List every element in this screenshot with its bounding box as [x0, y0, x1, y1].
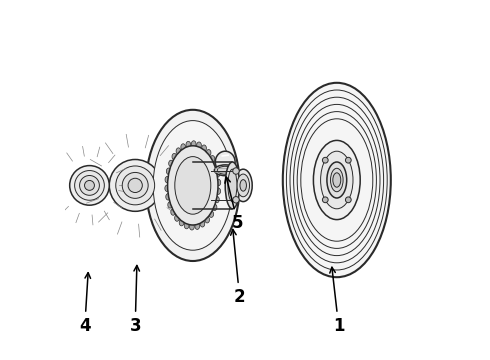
Ellipse shape — [166, 194, 171, 200]
Ellipse shape — [186, 141, 191, 148]
Ellipse shape — [168, 146, 218, 225]
Ellipse shape — [228, 169, 237, 202]
Ellipse shape — [233, 168, 239, 174]
Ellipse shape — [234, 169, 252, 202]
Ellipse shape — [168, 202, 172, 208]
Ellipse shape — [74, 171, 104, 200]
Ellipse shape — [165, 176, 170, 183]
Ellipse shape — [200, 221, 205, 227]
Ellipse shape — [165, 185, 170, 192]
Ellipse shape — [233, 197, 239, 203]
Ellipse shape — [333, 173, 341, 187]
Ellipse shape — [327, 162, 347, 198]
Ellipse shape — [210, 156, 215, 162]
Ellipse shape — [320, 151, 353, 209]
Ellipse shape — [217, 166, 233, 174]
Ellipse shape — [283, 83, 391, 277]
Ellipse shape — [146, 110, 240, 261]
Ellipse shape — [196, 142, 201, 148]
Ellipse shape — [176, 148, 181, 154]
Ellipse shape — [322, 157, 328, 163]
Text: 3: 3 — [129, 265, 141, 335]
Ellipse shape — [85, 180, 95, 190]
Ellipse shape — [166, 168, 171, 175]
Text: 5: 5 — [225, 177, 244, 232]
Ellipse shape — [175, 157, 211, 214]
Ellipse shape — [225, 162, 240, 209]
Ellipse shape — [215, 196, 219, 203]
Ellipse shape — [237, 174, 249, 197]
Ellipse shape — [190, 224, 194, 230]
Ellipse shape — [215, 171, 220, 177]
Ellipse shape — [179, 219, 184, 226]
Ellipse shape — [330, 168, 343, 192]
Ellipse shape — [202, 145, 206, 152]
Ellipse shape — [70, 166, 109, 205]
Ellipse shape — [216, 179, 221, 186]
Ellipse shape — [345, 157, 351, 163]
Ellipse shape — [79, 175, 99, 195]
Ellipse shape — [213, 163, 218, 169]
Text: 1: 1 — [330, 267, 344, 335]
Ellipse shape — [195, 223, 199, 229]
Ellipse shape — [215, 165, 236, 176]
Ellipse shape — [116, 166, 155, 205]
Ellipse shape — [212, 204, 217, 211]
Ellipse shape — [181, 144, 186, 150]
Ellipse shape — [216, 188, 220, 194]
Ellipse shape — [192, 141, 196, 147]
Ellipse shape — [174, 215, 179, 221]
Ellipse shape — [122, 172, 148, 198]
Ellipse shape — [314, 140, 360, 220]
Ellipse shape — [322, 197, 328, 203]
Ellipse shape — [171, 209, 175, 215]
Ellipse shape — [345, 197, 351, 203]
Ellipse shape — [153, 121, 232, 250]
Ellipse shape — [109, 159, 161, 211]
Ellipse shape — [128, 178, 142, 193]
Text: 2: 2 — [231, 229, 245, 306]
Ellipse shape — [209, 211, 214, 217]
Ellipse shape — [206, 149, 211, 156]
Ellipse shape — [215, 151, 235, 173]
Ellipse shape — [240, 180, 246, 191]
Ellipse shape — [205, 216, 210, 223]
Ellipse shape — [184, 222, 189, 229]
Text: 4: 4 — [79, 273, 91, 335]
Ellipse shape — [169, 160, 173, 167]
Ellipse shape — [172, 153, 177, 160]
